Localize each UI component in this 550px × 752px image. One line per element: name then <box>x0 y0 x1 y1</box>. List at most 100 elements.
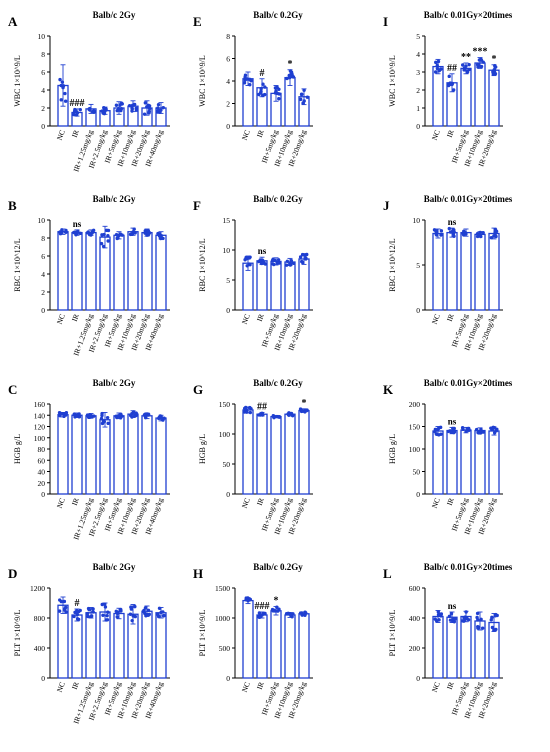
data-point <box>102 106 106 110</box>
data-point <box>245 256 250 261</box>
bar <box>488 69 500 127</box>
data-point <box>162 416 166 420</box>
data-point <box>492 426 497 430</box>
x-tick-label: IR <box>255 497 266 507</box>
y-axis-label: HGB g/L <box>13 434 22 464</box>
data-point <box>158 416 163 420</box>
y-axis-label: RBC 1×10^12/L <box>13 238 22 291</box>
data-point <box>133 604 137 609</box>
data-point <box>157 108 162 113</box>
y-axis-label: WBC 1×10^9/L <box>13 55 22 107</box>
x-tick-label: IR <box>70 129 81 139</box>
data-point <box>146 608 151 613</box>
data-point <box>130 103 135 108</box>
data-point <box>105 228 109 233</box>
y-axis-label: HGB g/L <box>388 434 397 464</box>
data-point <box>100 413 104 418</box>
data-point <box>142 112 147 116</box>
data-point <box>102 111 107 116</box>
data-point <box>131 410 136 414</box>
data-point <box>106 239 110 243</box>
panel-title: Balb/c 0.01Gy×20times <box>424 562 513 572</box>
data-point <box>133 614 138 619</box>
significance-label: * <box>274 596 279 607</box>
y-tick-label: 150 <box>409 423 421 432</box>
y-tick-label: 3 <box>416 68 420 77</box>
y-tick-label: 100 <box>219 430 231 439</box>
x-tick-label: NC <box>430 313 442 326</box>
data-point <box>447 226 452 231</box>
data-point <box>100 602 104 607</box>
y-tick-label: 200 <box>409 400 421 409</box>
bar <box>432 615 444 679</box>
data-point <box>73 230 77 234</box>
x-tick-label: NC <box>430 497 442 510</box>
bar <box>460 231 472 311</box>
bar <box>446 616 458 679</box>
bar <box>460 67 472 127</box>
x-tick-label: IR <box>445 681 456 691</box>
data-point <box>304 611 308 616</box>
data-point <box>439 432 443 436</box>
data-point <box>60 228 64 232</box>
data-point <box>59 411 64 416</box>
data-point <box>87 107 91 111</box>
data-point <box>105 415 110 420</box>
data-point <box>242 81 247 85</box>
x-tick-label: NC <box>55 313 67 326</box>
x-tick-label: IR <box>70 681 81 691</box>
bar <box>460 615 472 679</box>
data-point <box>72 614 76 619</box>
data-point <box>87 232 92 237</box>
data-point <box>248 405 252 410</box>
bar <box>155 417 167 495</box>
panel-letter: B <box>8 198 17 213</box>
significance-label: *** <box>473 47 488 58</box>
data-point <box>435 233 439 237</box>
bar <box>155 612 167 679</box>
data-point <box>156 102 161 107</box>
data-point <box>479 427 483 431</box>
data-point <box>78 107 82 112</box>
data-point <box>58 77 62 82</box>
data-point <box>277 97 281 101</box>
y-tick-label: 0 <box>41 122 45 131</box>
data-point <box>63 91 67 96</box>
bar <box>85 612 97 679</box>
data-point <box>245 410 249 414</box>
bar <box>256 260 268 311</box>
significance-label: * <box>302 398 307 409</box>
bar <box>155 234 167 311</box>
data-point <box>249 79 253 83</box>
y-tick-label: 0 <box>416 490 420 499</box>
data-point <box>127 103 132 108</box>
data-point <box>99 241 104 246</box>
y-tick-label: 8 <box>41 50 45 59</box>
x-tick-label: NC <box>240 497 252 510</box>
bar <box>474 233 486 311</box>
data-point <box>461 63 465 67</box>
y-tick-label: 0 <box>416 306 420 315</box>
bar <box>284 413 296 495</box>
data-point <box>464 64 468 68</box>
data-point <box>462 229 466 234</box>
bar <box>446 429 458 495</box>
data-point <box>436 59 441 64</box>
data-point <box>272 262 276 267</box>
data-point <box>72 112 76 117</box>
x-tick-label: NC <box>430 129 442 142</box>
data-point <box>450 229 455 233</box>
bar <box>127 231 139 311</box>
data-point <box>447 74 451 79</box>
data-point <box>448 618 453 622</box>
data-point <box>434 619 439 623</box>
data-point <box>263 85 267 89</box>
bar <box>270 260 282 311</box>
data-point <box>453 617 457 621</box>
y-tick-label: 1500 <box>215 584 230 593</box>
data-point <box>103 605 108 609</box>
data-point <box>447 82 451 87</box>
data-point <box>285 76 289 81</box>
bar <box>488 430 500 495</box>
panel-title: Balb/c 2Gy <box>93 10 136 20</box>
